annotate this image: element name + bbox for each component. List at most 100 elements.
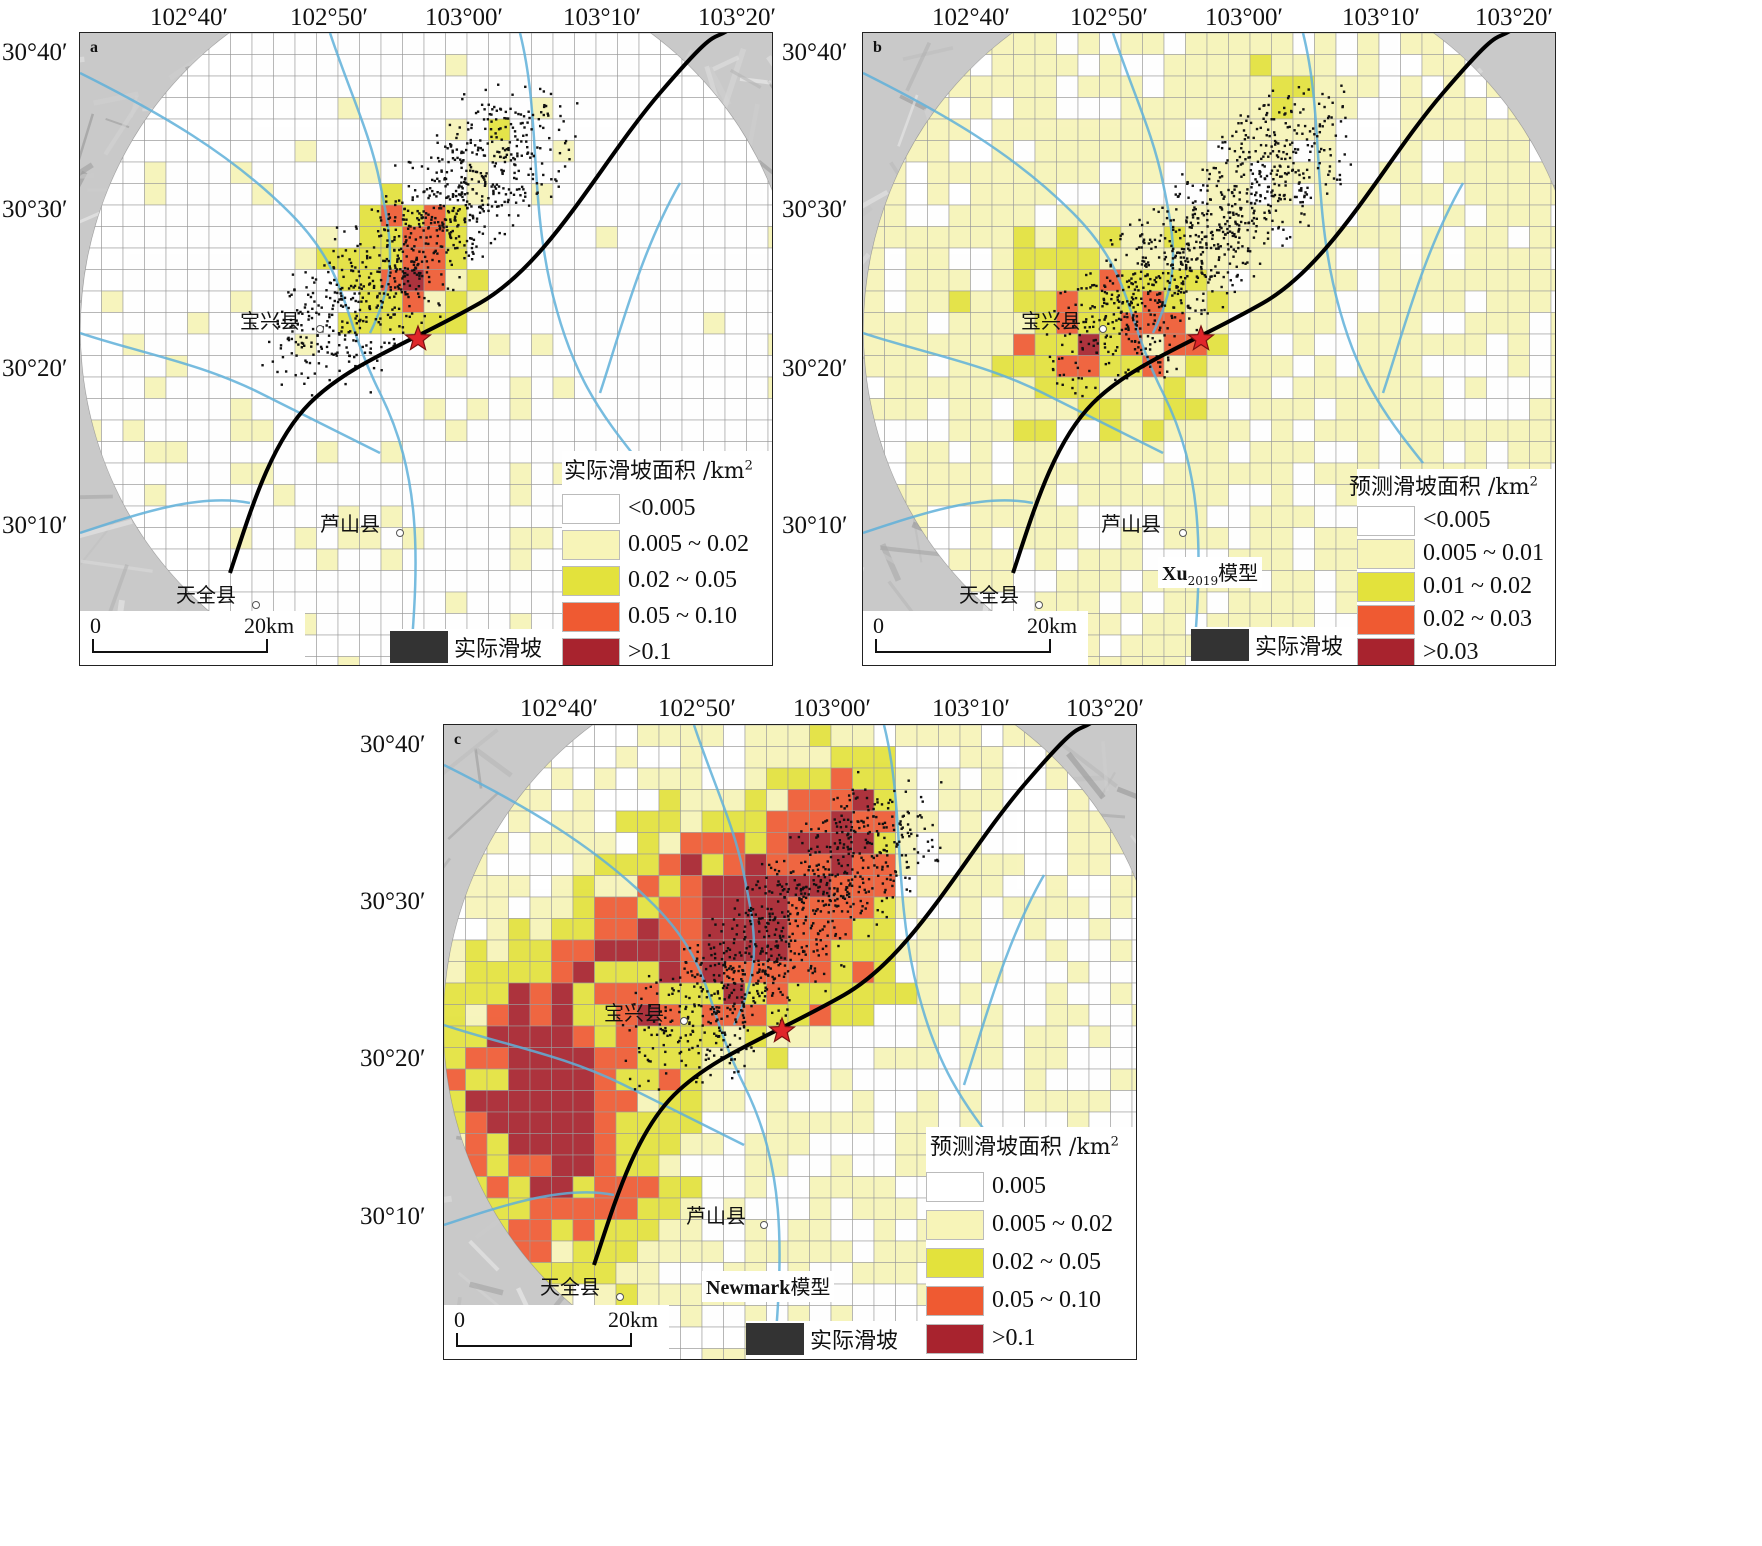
landslide-point (391, 308, 394, 311)
landslide-point (1191, 201, 1195, 204)
grid-cell (1056, 505, 1079, 528)
grid-cell (230, 247, 253, 270)
grid-cell (615, 832, 638, 855)
landslide-point (439, 207, 443, 210)
landslide-point (411, 166, 414, 170)
landslide-point (320, 306, 323, 309)
landslide-point (1349, 163, 1353, 166)
landslide-point (1163, 237, 1167, 240)
landslide-point (389, 316, 393, 319)
grid-cell (1314, 33, 1337, 55)
grid-cell (927, 161, 950, 184)
landslide-point (355, 279, 358, 282)
grid-cell (680, 875, 703, 898)
grid-cell (359, 613, 382, 636)
landslide-point (472, 252, 475, 255)
grid-cell (1228, 398, 1251, 421)
landslide-point (491, 161, 494, 164)
landslide-point (524, 85, 527, 89)
grid-cell (294, 75, 317, 98)
grid-cell (508, 832, 531, 855)
grid-cell (595, 312, 618, 335)
landslide-point (1254, 178, 1257, 181)
landslide-point (1234, 250, 1237, 253)
landslide-point (429, 221, 433, 225)
grid-cell (251, 118, 274, 141)
grid-cell (445, 441, 468, 464)
landslide-point (460, 150, 463, 153)
grid-cell (294, 484, 317, 507)
river-line (598, 182, 682, 394)
grid-cell (529, 832, 552, 855)
grid-cell (905, 376, 928, 399)
landslide-point (1299, 111, 1302, 114)
landslide-point (1246, 228, 1249, 232)
landslide-point (1284, 184, 1287, 187)
landslide-point (1103, 342, 1106, 346)
grid-cell (970, 398, 993, 421)
landslide-point (460, 192, 463, 196)
landslide-point (1128, 223, 1132, 226)
landslide-point (1273, 165, 1276, 168)
landslide-point (1182, 251, 1185, 254)
grid-cell (703, 312, 726, 335)
grid-cell (187, 247, 210, 270)
grid-cell (1056, 97, 1079, 120)
landslide-point (531, 177, 535, 181)
landslide-point (530, 128, 533, 131)
grid-cell (208, 462, 231, 485)
grid-cell (1249, 247, 1272, 270)
landslide-point (1327, 115, 1331, 118)
landslide-point (1339, 182, 1342, 186)
legend-row: 0.05 ~ 0.10 (562, 599, 772, 633)
grid-cell (1142, 75, 1165, 98)
grid-cell (144, 462, 167, 485)
landslide-point (1091, 284, 1094, 287)
landslide-point (495, 214, 499, 217)
landslide-point (1211, 290, 1214, 293)
grid-cell (927, 140, 950, 163)
grid-cell (1400, 441, 1423, 464)
landslide-point (452, 243, 455, 247)
grid-cell (1045, 896, 1068, 919)
landslide-point (1206, 202, 1209, 206)
landslide-point (300, 341, 304, 345)
grid-cell (1045, 789, 1068, 812)
grid-cell (531, 204, 554, 227)
grid-cell (1335, 33, 1358, 55)
landslide-point (574, 135, 577, 138)
grid-cell (337, 398, 360, 421)
grid-cell (466, 75, 489, 98)
landslide-point (531, 173, 535, 176)
landslide-point (426, 167, 430, 170)
grid-cell (337, 656, 360, 665)
landslide-point (470, 246, 474, 250)
landslide-point (1218, 176, 1222, 179)
landslide-point (490, 140, 494, 144)
grid-cell (531, 484, 554, 507)
landslide-point (448, 198, 452, 201)
landslide-point (407, 295, 410, 299)
grid-cell (509, 505, 532, 528)
landslide-point (1216, 243, 1220, 246)
grid-cell (1185, 527, 1208, 550)
landslide-point (470, 205, 473, 208)
grid-cell (316, 204, 339, 227)
landslide-point (1264, 218, 1268, 221)
landslide-point (412, 249, 415, 252)
grid-cell (1077, 247, 1100, 270)
landslide-point (1176, 285, 1179, 289)
landslide-point (447, 160, 450, 164)
landslide-point (401, 270, 405, 273)
grid-cell (863, 290, 885, 313)
grid-cell (991, 118, 1014, 141)
grid-cell (552, 54, 575, 77)
landslide-point (479, 139, 482, 142)
landslide-point (286, 337, 290, 341)
landslide-point (1159, 234, 1163, 237)
grid-cell (1228, 54, 1251, 77)
landslide-point (317, 350, 320, 353)
landslide-point (404, 222, 407, 226)
landslide-point (1176, 195, 1180, 198)
grid-cell (1056, 33, 1079, 55)
